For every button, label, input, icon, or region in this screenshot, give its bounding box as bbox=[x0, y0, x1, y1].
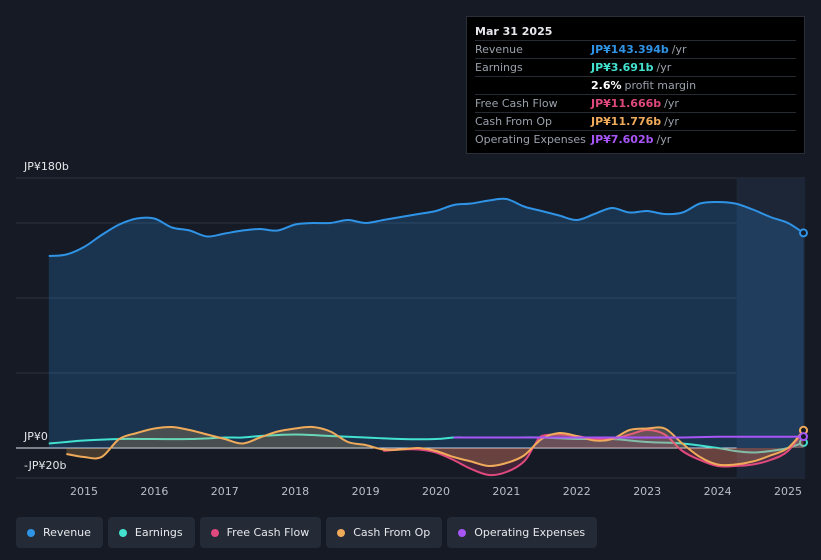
legend-label: Cash From Op bbox=[353, 526, 431, 539]
x-tick-label: 2025 bbox=[774, 485, 802, 498]
x-tick-label: 2021 bbox=[492, 485, 520, 498]
x-tick-label: 2015 bbox=[70, 485, 98, 498]
tooltip-row-profit-margin: 2.6% profit margin bbox=[475, 76, 796, 94]
x-tick-label: 2017 bbox=[211, 485, 239, 498]
tooltip-panel: Mar 31 2025 Revenue JP¥143.394b /yr Earn… bbox=[466, 16, 805, 154]
tooltip-value: JP¥3.691b bbox=[591, 61, 654, 74]
tooltip-value: JP¥11.776b bbox=[591, 115, 662, 128]
tooltip-label: Earnings bbox=[475, 61, 523, 74]
series-layer bbox=[48, 197, 808, 477]
tooltip-unit: /yr bbox=[671, 43, 687, 56]
tooltip-row-earnings: Earnings JP¥3.691b /yr bbox=[475, 58, 796, 76]
series-line-operating-expenses bbox=[453, 435, 804, 439]
tooltip-label: Cash From Op bbox=[475, 115, 553, 128]
series-endpoint-operating-expenses bbox=[798, 432, 808, 442]
tooltip-label bbox=[475, 77, 591, 94]
y-tick-label: JP¥180b bbox=[23, 160, 69, 173]
tooltip-unit: profit margin bbox=[624, 79, 697, 92]
legend-label: Operating Expenses bbox=[474, 526, 586, 539]
tooltip-label: Revenue bbox=[475, 43, 523, 56]
tooltip-row-cash-from-op: Cash From Op JP¥11.776b /yr bbox=[475, 112, 796, 130]
tooltip-value: JP¥143.394b bbox=[591, 43, 669, 56]
tooltip-unit: /yr bbox=[664, 97, 679, 110]
legend-item-operating-expenses[interactable]: Operating Expenses bbox=[447, 517, 598, 548]
legend-dot-icon bbox=[118, 528, 127, 537]
legend-dot-icon bbox=[337, 528, 346, 537]
legend-label: Free Cash Flow bbox=[226, 526, 310, 539]
legend-item-free-cash-flow[interactable]: Free Cash Flow bbox=[199, 517, 322, 548]
series-line-earnings bbox=[48, 433, 804, 454]
series-area-free-cash-flow bbox=[383, 430, 804, 476]
legend-item-earnings[interactable]: Earnings bbox=[107, 517, 195, 548]
tooltip-label: Operating Expenses bbox=[475, 133, 586, 146]
legend: Revenue Earnings Free Cash Flow Cash Fro… bbox=[16, 517, 598, 548]
tooltip-unit: /yr bbox=[664, 115, 679, 128]
tooltip-date: Mar 31 2025 bbox=[475, 25, 553, 38]
x-axis-ticks: 2015 2016 2017 2018 2019 2020 2021 2022 2023 2024… bbox=[70, 485, 802, 498]
x-tick-label: 2016 bbox=[140, 485, 168, 498]
legend-dot-icon bbox=[210, 528, 219, 537]
x-tick-label: 2024 bbox=[704, 485, 732, 498]
tooltip-unit: /yr bbox=[656, 133, 672, 146]
tooltip-row-free-cash-flow: Free Cash Flow JP¥11.666b /yr bbox=[475, 94, 796, 112]
legend-label: Earnings bbox=[134, 526, 183, 539]
legend-item-revenue[interactable]: Revenue bbox=[16, 517, 103, 548]
tooltip-value: JP¥11.666b bbox=[591, 97, 662, 110]
tooltip-value: 2.6% bbox=[591, 79, 622, 92]
tooltip-row-revenue: Revenue JP¥143.394b /yr bbox=[475, 40, 796, 58]
legend-dot-icon bbox=[27, 528, 35, 537]
y-tick-label: -JP¥20b bbox=[24, 459, 66, 472]
series-line-revenue bbox=[48, 197, 805, 257]
y-axis-labels: JP¥180b JP¥0 -JP¥20b bbox=[23, 160, 69, 472]
series-area-revenue bbox=[48, 198, 804, 448]
x-tick-label: 2019 bbox=[352, 485, 380, 498]
forecast-shade-rect bbox=[736, 178, 805, 478]
legend-label: Revenue bbox=[43, 526, 91, 539]
tooltip-value: JP¥7.602b bbox=[591, 133, 654, 146]
y-tick-label: JP¥0 bbox=[23, 430, 48, 443]
x-tick-label: 2018 bbox=[281, 485, 309, 498]
tooltip-row-operating-expenses: Operating Expenses JP¥7.602b /yr bbox=[475, 130, 796, 148]
x-tick-label: 2023 bbox=[633, 485, 661, 498]
x-tick-label: 2022 bbox=[563, 485, 591, 498]
legend-item-cash-from-op[interactable]: Cash From Op bbox=[326, 517, 443, 548]
series-endpoint-revenue bbox=[798, 228, 808, 238]
x-tick-label: 2020 bbox=[422, 485, 450, 498]
tooltip-label: Free Cash Flow bbox=[475, 97, 558, 110]
legend-dot-icon bbox=[458, 528, 467, 537]
series-line-cash-from-op bbox=[66, 425, 805, 468]
tooltip-unit: /yr bbox=[656, 61, 672, 74]
forecast-shade bbox=[736, 178, 805, 478]
